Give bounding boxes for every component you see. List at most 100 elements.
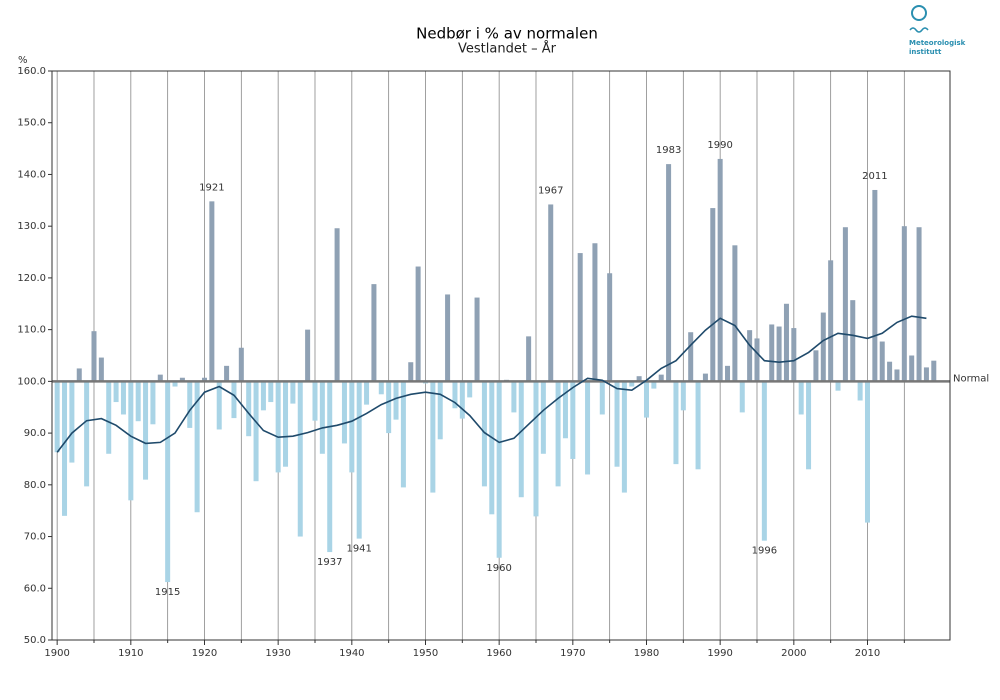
- bar: [887, 361, 893, 382]
- bar: [842, 227, 848, 382]
- bar: [364, 381, 370, 405]
- bar: [201, 377, 207, 382]
- bar: [761, 381, 767, 541]
- bar: [430, 381, 436, 493]
- bar: [467, 381, 473, 398]
- bar: [695, 381, 701, 470]
- bar: [474, 297, 480, 382]
- bar: [562, 381, 568, 439]
- annotation: 1941: [346, 544, 371, 555]
- bar: [496, 381, 502, 558]
- bar: [106, 381, 112, 454]
- bar: [909, 355, 915, 382]
- logo-wave: [909, 27, 929, 33]
- x-tick-label: 1940: [339, 648, 364, 659]
- bar: [378, 381, 384, 395]
- bar: [769, 324, 775, 382]
- chart-title: Nedbør i % av normalen: [416, 25, 598, 43]
- bar: [747, 330, 753, 382]
- bar: [415, 266, 421, 382]
- bar: [651, 381, 657, 389]
- bar: [533, 381, 539, 517]
- bar: [179, 377, 185, 382]
- y-tick-label: 140.0: [17, 169, 46, 180]
- bar: [54, 381, 60, 453]
- bar: [91, 331, 97, 382]
- bar: [806, 381, 812, 470]
- bar: [224, 365, 230, 382]
- bar: [526, 336, 532, 382]
- bar: [725, 365, 731, 382]
- bar: [157, 374, 163, 382]
- bar: [445, 294, 451, 382]
- bar: [776, 326, 782, 382]
- x-tick-label: 2010: [855, 648, 880, 659]
- y-tick-label: 50.0: [24, 635, 46, 646]
- bar: [783, 303, 789, 382]
- bar: [894, 369, 900, 382]
- x-tick-label: 1920: [192, 648, 217, 659]
- bar: [452, 381, 458, 409]
- logo-text: Meteorologisk: [909, 39, 966, 47]
- bar: [820, 312, 826, 382]
- bar: [916, 227, 922, 382]
- bar: [334, 228, 340, 382]
- bar: [791, 328, 797, 382]
- bar: [931, 360, 937, 382]
- bar: [356, 381, 362, 539]
- bar: [923, 367, 929, 382]
- bar: [702, 373, 708, 382]
- bar: [62, 381, 68, 516]
- bar: [437, 381, 443, 440]
- x-tick-label: 1970: [560, 648, 585, 659]
- y-tick-label: 90.0: [24, 428, 46, 439]
- x-tick-label: 1900: [44, 648, 69, 659]
- bar: [143, 381, 149, 480]
- bar: [555, 381, 561, 487]
- bar: [717, 158, 723, 382]
- bar: [69, 381, 75, 463]
- bar: [688, 332, 694, 382]
- bar: [246, 381, 252, 437]
- y-tick-label: 70.0: [24, 532, 46, 543]
- plot-frame: [51, 70, 951, 641]
- bar: [371, 284, 377, 382]
- y-axis-label: %: [18, 55, 28, 66]
- bar: [386, 381, 392, 434]
- bar: [739, 381, 745, 413]
- annotation: 2011: [862, 171, 887, 182]
- bar: [238, 347, 244, 382]
- bar: [187, 381, 193, 428]
- bar: [165, 381, 171, 583]
- bar: [327, 381, 333, 553]
- bar: [400, 381, 406, 488]
- annotation: 1990: [707, 140, 732, 151]
- chart-subtitle: Vestlandet – År: [458, 41, 557, 57]
- bar: [585, 381, 591, 475]
- bar: [629, 381, 635, 387]
- bar: [607, 273, 613, 382]
- bar: [879, 341, 885, 382]
- bar: [290, 381, 296, 404]
- annotation: 1960: [486, 563, 511, 574]
- bar: [614, 381, 620, 467]
- bar: [216, 381, 222, 430]
- bar: [268, 381, 274, 403]
- bar: [828, 260, 834, 382]
- bar: [349, 381, 355, 473]
- x-tick-label: 1910: [118, 648, 143, 659]
- bar: [798, 381, 804, 415]
- x-tick-label: 1930: [265, 648, 290, 659]
- annotation: 1937: [317, 557, 342, 568]
- x-tick-label: 2000: [781, 648, 806, 659]
- bar: [98, 357, 104, 382]
- bar: [570, 381, 576, 459]
- x-tick-label: 1960: [486, 648, 511, 659]
- bar: [393, 381, 399, 420]
- bar: [231, 381, 237, 419]
- bar: [813, 350, 819, 382]
- y-tick-label: 110.0: [17, 325, 46, 336]
- annotation: 1921: [199, 182, 224, 193]
- annotation: 1983: [656, 145, 681, 156]
